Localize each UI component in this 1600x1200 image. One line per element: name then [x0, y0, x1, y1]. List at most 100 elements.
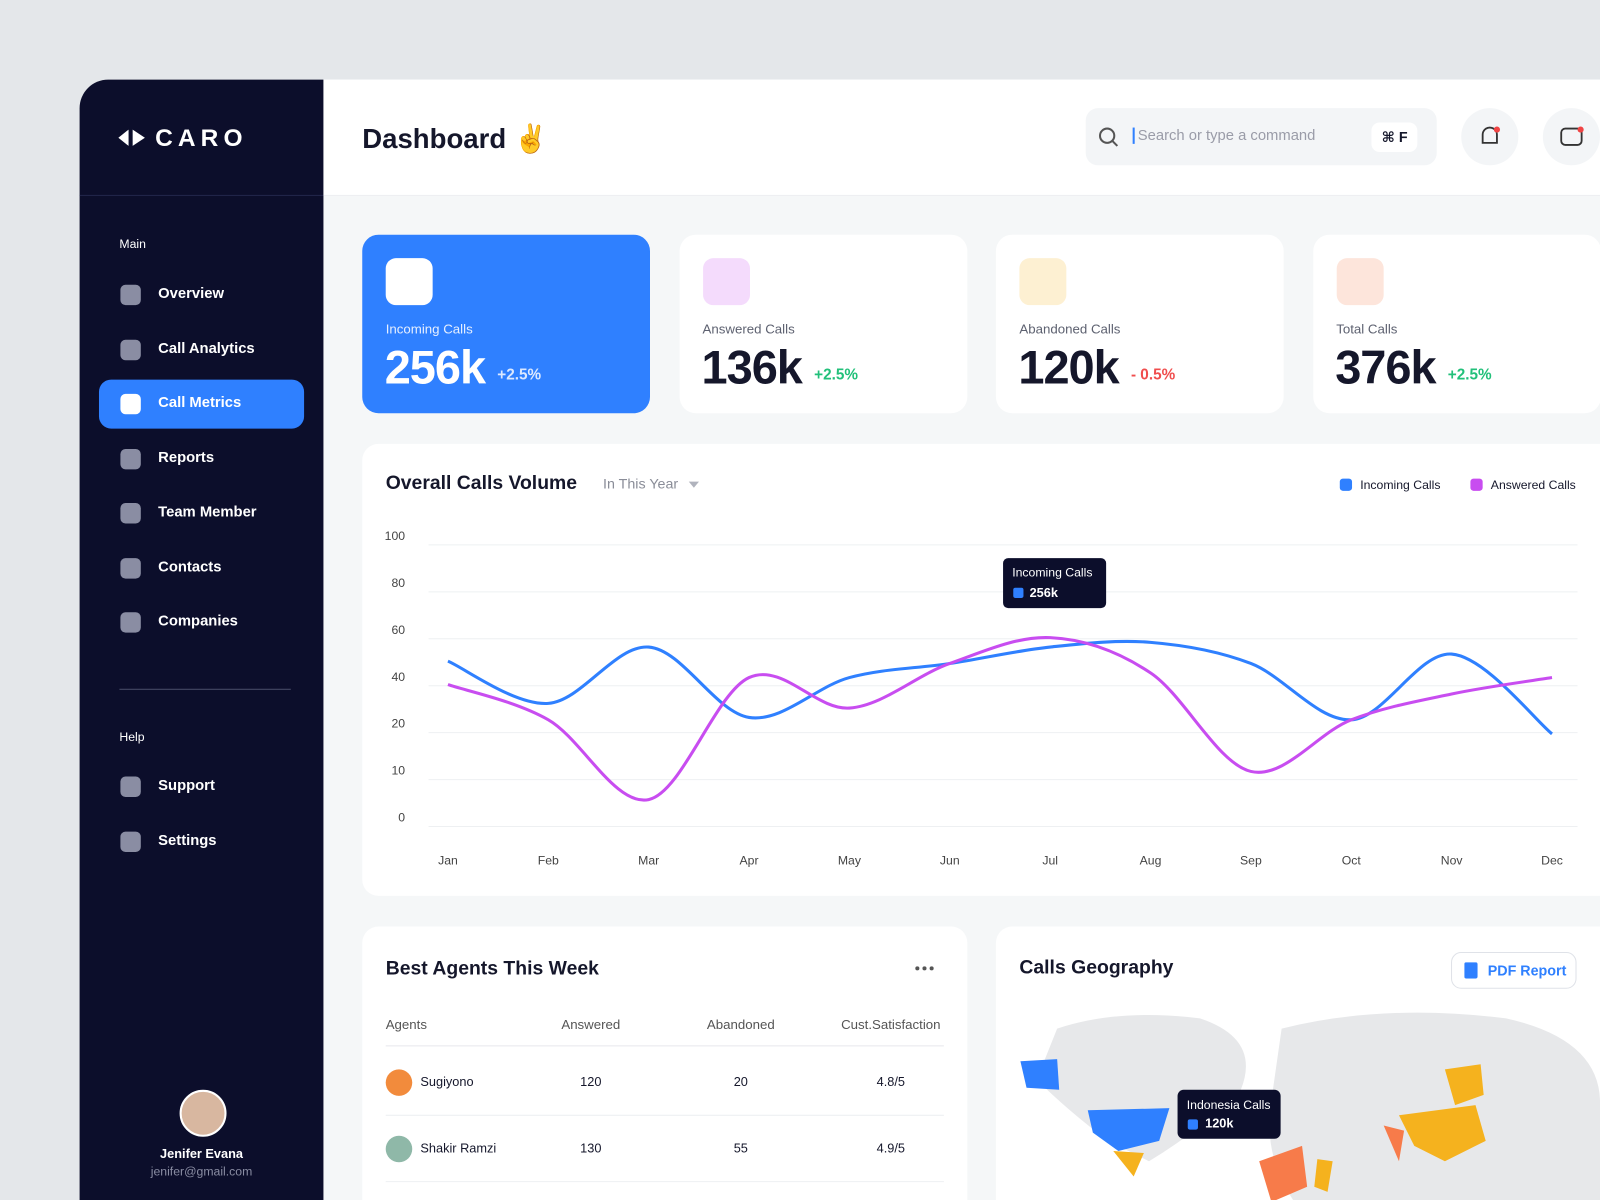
nav-label: Contacts — [158, 558, 222, 575]
search-box[interactable]: Search or type a command ⌘ F — [1085, 108, 1437, 166]
cell: 130 — [580, 1140, 601, 1155]
x-tick-label: Feb — [538, 853, 559, 867]
notifications-button[interactable] — [1461, 108, 1519, 166]
nav-label: Companies — [158, 613, 238, 630]
divider — [79, 194, 324, 196]
nav-icon — [120, 831, 141, 852]
stat-value: 120k — [1018, 340, 1119, 394]
stat-card: Incoming Calls 256k +2.5% — [362, 234, 650, 414]
divider — [119, 688, 291, 690]
section-label: Main — [119, 236, 146, 252]
stat-label: Total Calls — [1336, 321, 1398, 337]
stat-card: Abandoned Calls 120k - 0.5% — [995, 234, 1284, 414]
stat-icon — [385, 258, 433, 306]
tooltip — [1003, 558, 1107, 609]
agent-avatar — [385, 1069, 413, 1096]
pdf-icon — [1464, 962, 1478, 979]
legend-swatch — [1470, 478, 1483, 491]
nav-label: Call Metrics — [158, 394, 242, 412]
card-title: Calls Geography — [1019, 957, 1174, 979]
y-tick-label: 20 — [391, 717, 405, 731]
nav-label: Support — [158, 777, 215, 794]
avatar[interactable] — [179, 1089, 227, 1137]
search-icon — [1098, 127, 1119, 147]
y-tick-label: 10 — [391, 764, 405, 778]
world-map — [1020, 1012, 1600, 1200]
nav-item[interactable]: Settings — [99, 817, 304, 866]
geography-card: Calls Geography PDF Report Indonesia Cal… — [995, 926, 1600, 1200]
series-line — [447, 639, 1553, 736]
brand: CARO — [155, 124, 248, 153]
nav-label: Settings — [158, 832, 217, 849]
tooltip-swatch — [1187, 1119, 1198, 1130]
stat-card: Total Calls 376k +2.5% — [1312, 234, 1600, 414]
y-tick-label: 100 — [385, 529, 406, 543]
column-header: Agents — [386, 1017, 428, 1032]
tooltip-value: 120k — [1205, 1116, 1234, 1131]
shortcut: ⌘ F — [1371, 122, 1418, 153]
mail-icon — [1560, 126, 1584, 146]
nav-item[interactable]: Companies — [99, 598, 304, 647]
stat-icon — [1019, 258, 1067, 306]
column-header: Cust.Satisfaction — [841, 1017, 940, 1032]
map-tooltip: Indonesia Calls 120k — [1177, 1089, 1281, 1139]
x-tick-label: Apr — [740, 853, 759, 867]
x-tick-label: Mar — [638, 853, 659, 867]
x-tick-label: Oct — [1342, 853, 1362, 867]
x-tick-label: Nov — [1441, 853, 1464, 867]
stat-change: +2.5% — [814, 366, 858, 384]
column-header: Abandoned — [707, 1017, 775, 1032]
nav-label: Call Analytics — [158, 340, 255, 357]
tooltip-value: 256k — [1030, 585, 1059, 600]
stat-change: - 0.5% — [1130, 366, 1176, 384]
cell: 120 — [580, 1074, 601, 1089]
stat-icon — [702, 258, 750, 306]
agents-table: Best Agents This Week Agents Answered Aban… — [385, 958, 944, 1183]
nav-item[interactable]: Overview — [99, 270, 304, 319]
nav-item[interactable]: Support — [99, 762, 304, 811]
stat-icon — [1336, 258, 1384, 306]
nav-label: Team Member — [158, 504, 257, 521]
button-label: PDF Report — [1487, 962, 1567, 979]
header: Dashboard ✌️ Search or type a command ⌘ … — [323, 79, 1600, 196]
user-email: jenifer@gmail.com — [150, 1164, 253, 1179]
nav-label: Reports — [158, 449, 215, 466]
cell: 20 — [734, 1074, 748, 1089]
y-tick-label: 60 — [391, 623, 405, 637]
nav-item[interactable]: Reports — [99, 434, 304, 483]
agent-name: Sugiyono — [420, 1074, 473, 1089]
search-placeholder: Search or type a command — [1132, 127, 1315, 144]
x-tick-label: Sep — [1240, 853, 1262, 867]
stat-label: Incoming Calls — [385, 321, 473, 337]
nav-item[interactable]: Call Analytics — [99, 325, 304, 374]
stat-change: +2.5% — [1447, 366, 1492, 384]
user-name: Jenifer Evana — [160, 1146, 244, 1162]
chart-title: Overall Calls Volume — [386, 472, 578, 494]
calls-volume-card: Overall Calls Volume In This Year 0 10 20 4… — [362, 443, 1600, 896]
stat-change: +2.5% — [497, 366, 542, 384]
agent-name: Shakir Ramzi — [420, 1140, 496, 1155]
nav-item[interactable]: Team Member — [99, 489, 304, 538]
stat-value: 376k — [1335, 340, 1436, 394]
nav-icon — [120, 448, 141, 469]
nav-item[interactable]: Contacts — [99, 543, 304, 592]
column-header: Answered — [561, 1017, 620, 1032]
stat-value: 256k — [384, 340, 486, 394]
stat-card: Answered Calls 136k +2.5% — [679, 234, 967, 414]
x-tick-label: Jan — [438, 853, 458, 867]
nav-icon — [120, 612, 141, 633]
nav-item[interactable]: Call Metrics — [98, 379, 305, 429]
legend-label: Answered Calls — [1491, 478, 1576, 492]
more-button[interactable] — [915, 966, 934, 971]
messages-button[interactable] — [1542, 108, 1600, 166]
x-tick-label: Jul — [1042, 853, 1058, 867]
nav-icon — [120, 776, 141, 797]
stat-label: Abandoned Calls — [1019, 321, 1121, 337]
agents-card: Best Agents This Week Agents Answered Aban… — [362, 926, 968, 1200]
tooltip-label: Indonesia Calls — [1186, 1097, 1271, 1113]
filter[interactable]: In This Year — [603, 476, 678, 492]
series-line — [447, 636, 1553, 802]
pdf-report-button[interactable]: PDF Report — [1451, 952, 1577, 989]
legend-swatch — [1339, 478, 1353, 491]
